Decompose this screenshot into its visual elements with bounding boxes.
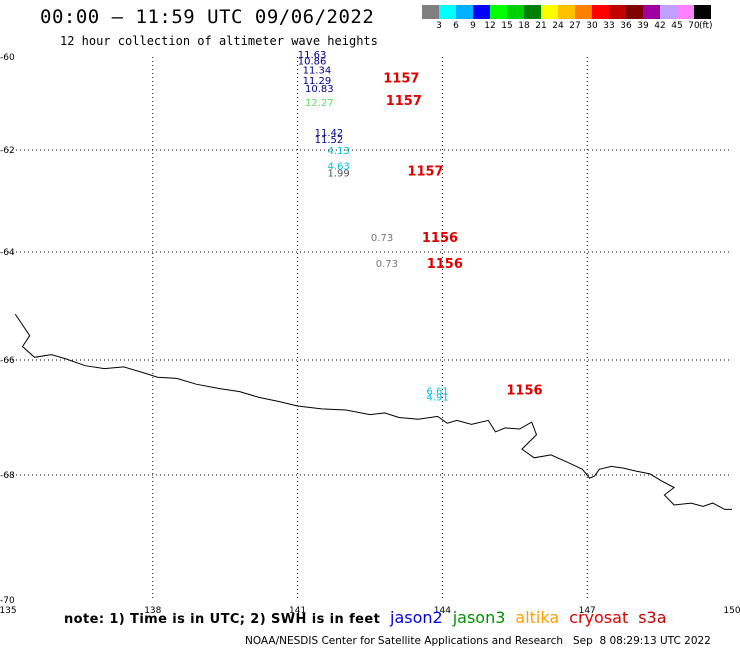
lat-tick-label: -64 <box>0 248 15 258</box>
time-label: 1157 <box>383 72 419 87</box>
wave-height-label: 11.29 <box>303 76 332 87</box>
lon-tick-label: 141 <box>289 606 306 616</box>
scale-tick-label: 3 <box>436 21 442 31</box>
scale-swatch <box>473 5 490 19</box>
scale-swatch <box>439 5 456 19</box>
wave-height-label: 11.52 <box>315 135 344 146</box>
legend-s3a: s3a <box>638 608 667 627</box>
time-label: 1156 <box>506 384 542 399</box>
lon-tick-label: 147 <box>579 606 596 616</box>
scale-swatch <box>541 5 558 19</box>
scale-tick-label: 21 <box>535 21 547 31</box>
scale-tick-label: 24 <box>552 21 564 31</box>
lon-tick-label: 138 <box>144 606 161 616</box>
wave-height-label: 11.63 <box>298 50 327 61</box>
scale-swatch <box>694 5 711 19</box>
lon-tick-label: 150 <box>723 606 740 616</box>
scale-tick-label: 45 <box>671 21 683 31</box>
lat-tick-label: -68 <box>0 471 15 481</box>
legend-jason2: jason2 <box>390 608 443 627</box>
lon-tick-label: 135 <box>0 606 17 616</box>
wave-height-label: 11.42 <box>315 128 344 139</box>
lon-tick-label: 144 <box>434 606 451 616</box>
scale-tick-label: 33 <box>603 21 615 31</box>
wave-height-label: 12.27 <box>305 98 334 109</box>
page-title: 00:00 – 11:59 UTC 09/06/2022 <box>40 6 375 28</box>
scale-swatch <box>643 5 660 19</box>
scale-swatch <box>609 5 626 19</box>
scale-swatch <box>422 5 439 19</box>
wave-height-label: 10.83 <box>305 84 334 95</box>
scale-tick-label: 39 <box>637 21 649 31</box>
page-subtitle: 12 hour collection of altimeter wave hei… <box>60 34 378 48</box>
wave-height-label: 4.63 <box>327 161 349 172</box>
wave-height-label: 4.91 <box>426 392 448 403</box>
legend-altika: altika <box>515 608 560 627</box>
time-label: 1156 <box>422 231 458 246</box>
scale-swatch <box>660 5 677 19</box>
legend-jason3: jason3 <box>452 608 506 627</box>
coastline <box>14 313 732 510</box>
legend-cryosat: cryosat <box>569 608 629 627</box>
scale-tick-label: 6 <box>453 21 459 31</box>
scale-swatch <box>592 5 609 19</box>
lat-tick-label: -60 <box>0 53 15 63</box>
scale-tick-label: 12 <box>484 21 496 31</box>
wave-height-label: 6.61 <box>426 387 448 398</box>
wave-height-label: 10.86 <box>298 56 327 67</box>
scale-swatch <box>524 5 541 19</box>
scale-unit-label: (ft) <box>699 21 713 31</box>
wave-height-label: 11.34 <box>303 65 332 76</box>
lat-tick-label: -62 <box>0 146 15 156</box>
lat-tick-label: -70 <box>0 596 15 606</box>
time-label: 1157 <box>407 165 443 180</box>
time-label: 1156 <box>427 257 463 272</box>
scale-swatch <box>456 5 473 19</box>
wave-height-label: 0.73 <box>376 259 398 270</box>
scale-swatch <box>490 5 507 19</box>
scale-swatch <box>626 5 643 19</box>
satellite-legend: jason2 jason3 altika cryosat s3a <box>390 608 677 627</box>
wave-height-label: 0.73 <box>371 233 393 244</box>
scale-swatch <box>677 5 694 19</box>
scale-swatch <box>507 5 524 19</box>
scale-tick-label: 30 <box>586 21 598 31</box>
credit-line: NOAA/NESDIS Center for Satellite Applica… <box>245 635 711 647</box>
lat-tick-label: -66 <box>0 356 15 366</box>
scale-tick-label: 36 <box>620 21 632 31</box>
scale-swatch <box>575 5 592 19</box>
units-note: note: 1) Time is in UTC; 2) SWH is in fe… <box>64 612 381 627</box>
wave-height-label: 4.13 <box>327 146 349 157</box>
scale-tick-label: 27 <box>569 21 581 31</box>
time-label: 1157 <box>386 94 422 109</box>
wave-height-label: 1.99 <box>327 169 349 180</box>
scale-tick-label: 9 <box>470 21 476 31</box>
scale-tick-label: 18 <box>518 21 530 31</box>
scale-tick-label: 70 <box>688 21 700 31</box>
scale-tick-label: 42 <box>654 21 666 31</box>
scale-tick-label: 15 <box>501 21 513 31</box>
scale-swatch <box>558 5 575 19</box>
